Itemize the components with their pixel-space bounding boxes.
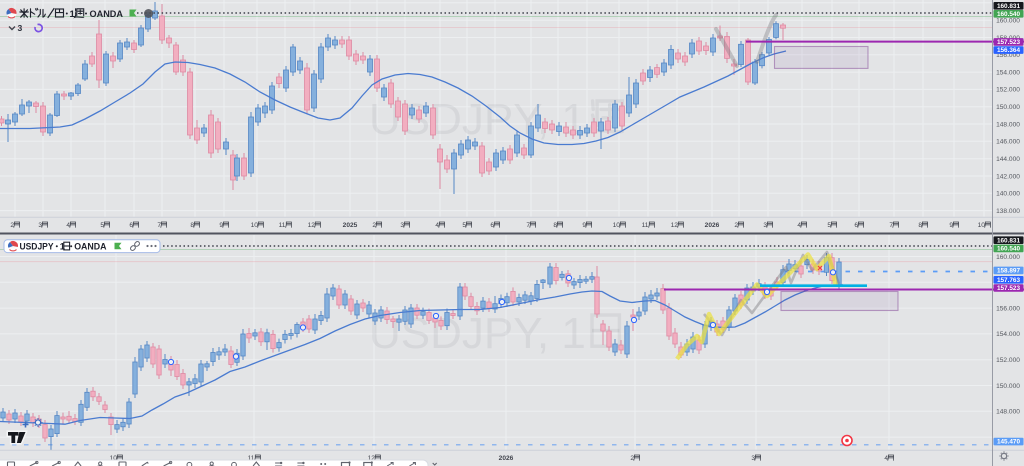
- svg-text:4: 4: [435, 222, 439, 229]
- svg-text:1: 1: [70, 9, 76, 20]
- svg-text:4: 4: [66, 222, 70, 229]
- svg-text:8: 8: [918, 222, 922, 229]
- svg-text:140.000: 140.000: [996, 191, 1020, 198]
- svg-text:12: 12: [308, 222, 316, 229]
- svg-text:7: 7: [889, 222, 893, 229]
- svg-text:152.000: 152.000: [996, 357, 1020, 364]
- svg-text:2: 2: [734, 222, 738, 229]
- svg-text:160.540: 160.540: [997, 11, 1021, 18]
- svg-text:3: 3: [751, 455, 755, 462]
- svg-text:1: 1: [60, 241, 65, 252]
- svg-text:144.000: 144.000: [996, 156, 1020, 163]
- svg-text:142.000: 142.000: [996, 173, 1020, 180]
- svg-text:7: 7: [157, 222, 161, 229]
- svg-text:150.000: 150.000: [996, 104, 1020, 111]
- svg-text:158.897: 158.897: [997, 268, 1021, 275]
- svg-text:5: 5: [100, 222, 104, 229]
- svg-text:145.470: 145.470: [997, 439, 1021, 446]
- svg-text:9: 9: [219, 222, 223, 229]
- svg-text:160.831: 160.831: [997, 237, 1021, 244]
- svg-text:2026: 2026: [705, 222, 720, 229]
- svg-text:12: 12: [368, 455, 376, 462]
- svg-text:6: 6: [490, 222, 494, 229]
- svg-text:146.000: 146.000: [996, 139, 1020, 146]
- svg-text:10: 10: [613, 222, 621, 229]
- svg-text:6: 6: [129, 222, 133, 229]
- svg-text:160.831: 160.831: [997, 3, 1021, 10]
- svg-text:148.000: 148.000: [996, 121, 1020, 128]
- svg-text:156.000: 156.000: [996, 305, 1020, 312]
- svg-text:138.000: 138.000: [996, 208, 1020, 215]
- svg-text:8: 8: [553, 222, 557, 229]
- svg-text:154.000: 154.000: [996, 331, 1020, 338]
- svg-text:8: 8: [190, 222, 194, 229]
- svg-text:10: 10: [110, 455, 118, 462]
- svg-text:2025: 2025: [343, 222, 358, 229]
- svg-text:150.000: 150.000: [996, 383, 1020, 390]
- svg-text:3: 3: [18, 23, 23, 33]
- svg-text:157.523: 157.523: [997, 285, 1021, 292]
- svg-text:4: 4: [884, 455, 888, 462]
- svg-text:OANDA: OANDA: [90, 9, 124, 19]
- svg-text:9: 9: [949, 222, 953, 229]
- svg-text:11: 11: [248, 455, 255, 462]
- svg-text:2: 2: [372, 222, 376, 229]
- svg-text:157.523: 157.523: [997, 39, 1021, 46]
- svg-text:148.000: 148.000: [996, 409, 1020, 416]
- svg-text:154.000: 154.000: [996, 69, 1020, 76]
- svg-text:160.000: 160.000: [996, 254, 1020, 261]
- svg-text:12: 12: [671, 222, 679, 229]
- svg-text:5: 5: [827, 222, 831, 229]
- svg-text:10: 10: [251, 222, 259, 229]
- svg-text:11: 11: [642, 222, 649, 229]
- svg-text:USDJPY, 1: USDJPY, 1: [369, 309, 586, 358]
- svg-text:2026: 2026: [499, 455, 514, 462]
- svg-text:2: 2: [630, 455, 634, 462]
- svg-text:4: 4: [797, 222, 801, 229]
- svg-text:3: 3: [38, 222, 42, 229]
- svg-text:USDJPY: USDJPY: [20, 241, 55, 252]
- svg-text:5: 5: [462, 222, 466, 229]
- svg-text:160.540: 160.540: [997, 246, 1021, 253]
- svg-text:2: 2: [10, 222, 14, 229]
- svg-text:3: 3: [400, 222, 404, 229]
- svg-text:10: 10: [978, 222, 986, 229]
- svg-text:160.000: 160.000: [996, 18, 1020, 25]
- svg-text:9: 9: [582, 222, 586, 229]
- svg-text:11: 11: [279, 222, 286, 229]
- svg-text:156.364: 156.364: [997, 47, 1021, 54]
- svg-text:156.000: 156.000: [996, 52, 1020, 59]
- svg-text:3: 3: [763, 222, 767, 229]
- svg-text:7: 7: [526, 222, 530, 229]
- svg-text:152.000: 152.000: [996, 87, 1020, 94]
- svg-text:USDJPY, 1: USDJPY, 1: [369, 95, 586, 144]
- svg-text:157.763: 157.763: [997, 277, 1021, 284]
- svg-text:OANDA: OANDA: [74, 242, 107, 252]
- svg-text:6: 6: [854, 222, 858, 229]
